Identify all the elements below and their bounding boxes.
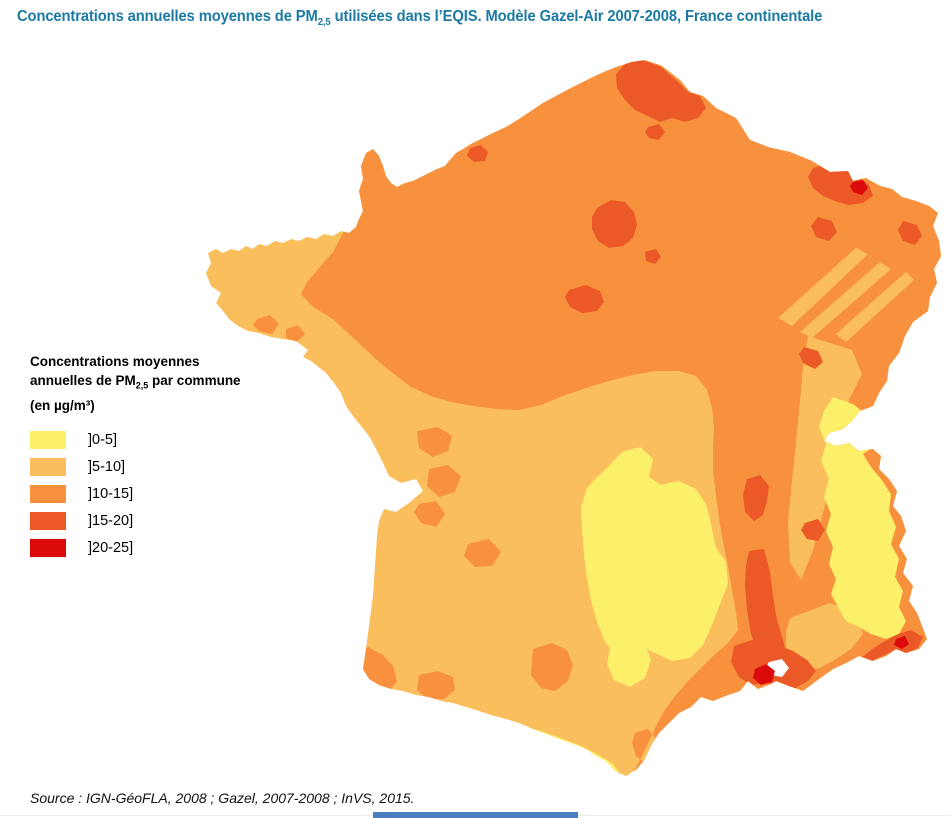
- legend-label-20-25: ]20-25]: [88, 539, 134, 556]
- legend-swatch-5-10: [30, 457, 66, 476]
- legend-label-0-5: ]0-5]: [88, 431, 118, 448]
- legend-swatch-20-25: [30, 538, 66, 557]
- legend-swatch-15-20: [30, 511, 66, 530]
- map-region-0-5: [366, 397, 906, 776]
- footer-accent-bar: [373, 812, 578, 818]
- legend-item-10-15: ]10-15]: [30, 484, 280, 503]
- legend-title-subscript: 2,5: [135, 380, 149, 391]
- title-text-1: Concentrations annuelles moyennes de PM: [17, 8, 318, 25]
- legend-item-20-25: ]20-25]: [30, 538, 280, 557]
- legend-swatch-10-15: [30, 484, 66, 503]
- legend-label-5-10: ]5-10]: [88, 458, 126, 475]
- legend-label-15-20: ]15-20]: [88, 512, 134, 529]
- map-region-15-20: [467, 60, 923, 689]
- map-legend: Concentrations moyennes annuelles de PM2…: [30, 352, 280, 566]
- legend-title-line1: Concentrations moyennes: [30, 354, 200, 369]
- source-citation: Source : IGN-GéoFLA, 2008 ; Gazel, 2007-…: [30, 790, 415, 806]
- title-text-2: utilisées dans l’EQIS. Modèle Gazel-Air …: [330, 8, 823, 25]
- legend-item-15-20: ]15-20]: [30, 511, 280, 530]
- legend-title-line2-suffix: par commune: [148, 373, 241, 388]
- title-subscript: 2,5: [317, 17, 331, 29]
- legend-title-line3: (en µg/m³): [30, 397, 95, 413]
- map-region-10-15: [253, 60, 941, 776]
- legend-swatch-0-5: [30, 430, 66, 449]
- legend-item-5-10: ]5-10]: [30, 457, 280, 476]
- page-title: Concentrations annuelles moyennes de PM2…: [17, 8, 901, 28]
- legend-item-0-5: ]0-5]: [30, 430, 280, 449]
- legend-label-10-15: ]10-15]: [88, 485, 134, 502]
- legend-title: Concentrations moyennes annuelles de PM2…: [30, 352, 280, 415]
- legend-title-line2: annuelles de PM: [30, 373, 136, 388]
